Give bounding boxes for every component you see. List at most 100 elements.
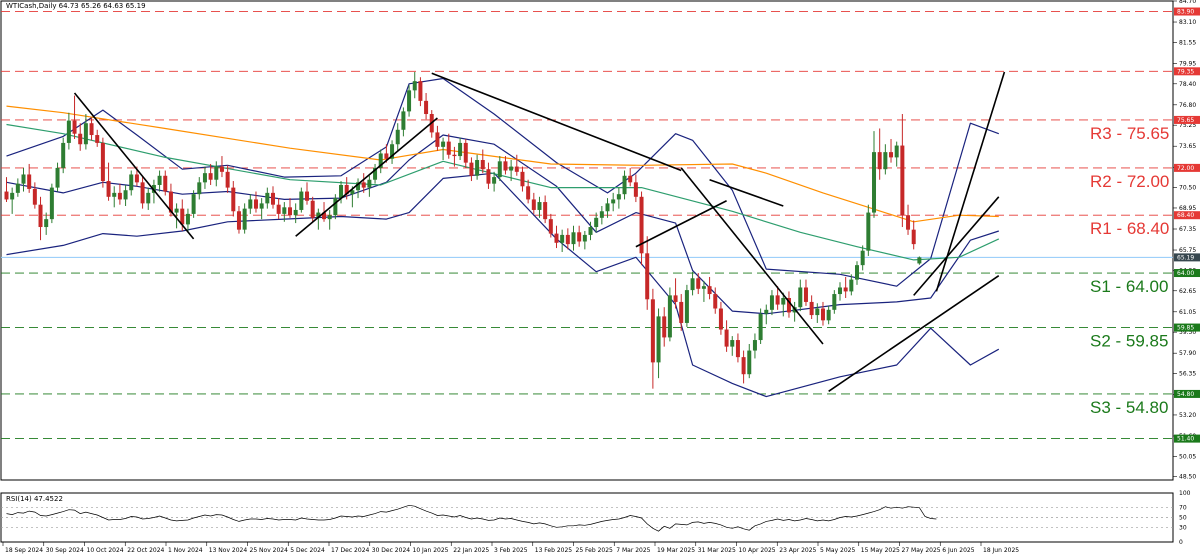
candle-up: [83, 123, 88, 145]
price-axis-label: 83.10: [1179, 19, 1196, 26]
candle-down: [713, 294, 718, 309]
candle-up: [299, 191, 304, 210]
candle-up: [894, 145, 899, 158]
resistance-price-box: [1174, 7, 1200, 16]
candle-up: [174, 208, 179, 213]
candle-up: [248, 199, 253, 209]
candle-down: [276, 204, 281, 214]
candle-down: [741, 357, 746, 375]
date-axis-label: 13 Feb 2025: [535, 547, 573, 554]
candle-down: [361, 182, 366, 188]
date-axis-label: 17 Dec 2024: [331, 547, 370, 554]
candle-up: [883, 152, 888, 170]
candle-down: [469, 162, 474, 176]
candle-down: [554, 233, 559, 243]
candle-down: [718, 308, 723, 330]
candle-down: [236, 211, 241, 230]
last-price-box: [1174, 253, 1200, 262]
candle-up: [21, 174, 26, 184]
support-price-box: [1174, 269, 1200, 278]
trendline: [73, 92, 195, 240]
candle-up: [10, 192, 15, 200]
candle-down: [628, 175, 633, 183]
price-axis-label: 56.35: [1179, 371, 1196, 378]
price-axis-label: 81.55: [1179, 39, 1196, 46]
candle-up: [492, 177, 497, 184]
candle-down: [305, 191, 310, 201]
candle-up: [282, 207, 287, 214]
candle-down: [180, 208, 185, 225]
price-panel-frame: [0, 0, 1174, 481]
candle-down: [38, 204, 43, 228]
candle-down: [72, 120, 77, 134]
candle-up: [747, 350, 752, 375]
candle-up: [616, 194, 621, 200]
candle-down: [906, 215, 911, 230]
trendline: [913, 196, 1000, 296]
support-price-box: [1174, 434, 1200, 443]
candle-up: [327, 215, 332, 220]
candle-up: [571, 232, 576, 245]
support-price-box-label: 59.85: [1177, 325, 1194, 332]
rsi-axis-label: 0: [1179, 539, 1183, 546]
candle-down: [526, 186, 531, 200]
candle-down: [106, 181, 111, 197]
candle-up: [202, 173, 207, 183]
price-axis-label: 76.80: [1179, 102, 1196, 109]
candle-down: [577, 232, 582, 242]
candle-up: [866, 212, 871, 251]
candle-up: [49, 187, 54, 220]
candle-up: [333, 198, 338, 216]
candle-up: [185, 213, 190, 225]
resistance-price-box-label: 79.35: [1177, 68, 1194, 75]
rsi-line: [6, 504, 937, 532]
candle-down: [548, 219, 553, 234]
rsi-axis-label: 70: [1179, 505, 1187, 512]
candle-down: [531, 199, 536, 210]
candle-up: [690, 278, 695, 291]
candle-up: [769, 295, 774, 310]
candle-up: [129, 174, 134, 191]
candle-up: [622, 175, 627, 195]
candle-down: [650, 299, 655, 363]
candle-down: [514, 166, 519, 172]
candle-up: [151, 184, 156, 193]
candle-up: [123, 190, 128, 200]
trendline: [431, 72, 682, 172]
candle-down: [707, 286, 712, 295]
candle-up: [758, 313, 763, 341]
candle-down: [446, 141, 451, 155]
candle-down: [877, 152, 882, 170]
date-axis-label: 25 Nov 2024: [250, 547, 289, 554]
rsi-panel: 100 70 50 30 0: [0, 490, 1191, 546]
candle-up: [826, 309, 831, 321]
candle-up: [112, 192, 117, 197]
bollinger-lower-line: [6, 172, 1000, 398]
resistance-level-label: R2 - 72.00: [1090, 172, 1169, 191]
date-axis-label: 3 Feb 2025: [494, 547, 528, 554]
candle-up: [611, 199, 616, 204]
resistance-level-label: R3 - 75.65: [1090, 124, 1169, 143]
candle-down: [480, 160, 485, 170]
candle-up: [356, 182, 361, 191]
resistance-level-label: R1 - 68.40: [1090, 219, 1169, 238]
trendline: [680, 167, 824, 345]
date-axis-label: 22 Jan 2025: [453, 547, 489, 554]
candle-down: [662, 316, 667, 338]
resistance-price-box-label: 83.90: [1177, 9, 1194, 16]
support-price-box: [1174, 389, 1200, 398]
candle-down: [117, 192, 122, 200]
candle-down: [633, 182, 638, 197]
candle-up: [605, 203, 610, 212]
price-axis-label: 75.25: [1179, 122, 1196, 129]
candle-down: [786, 297, 791, 313]
candle-up: [781, 297, 786, 305]
candle-down: [645, 253, 650, 300]
candle-up: [855, 265, 859, 280]
date-axis-label: 18 Jun 2025: [983, 547, 1019, 554]
rsi-axis-label: 100: [1179, 490, 1191, 497]
candle-up: [684, 290, 689, 323]
candle-up: [350, 190, 355, 195]
candle-down: [452, 154, 457, 157]
